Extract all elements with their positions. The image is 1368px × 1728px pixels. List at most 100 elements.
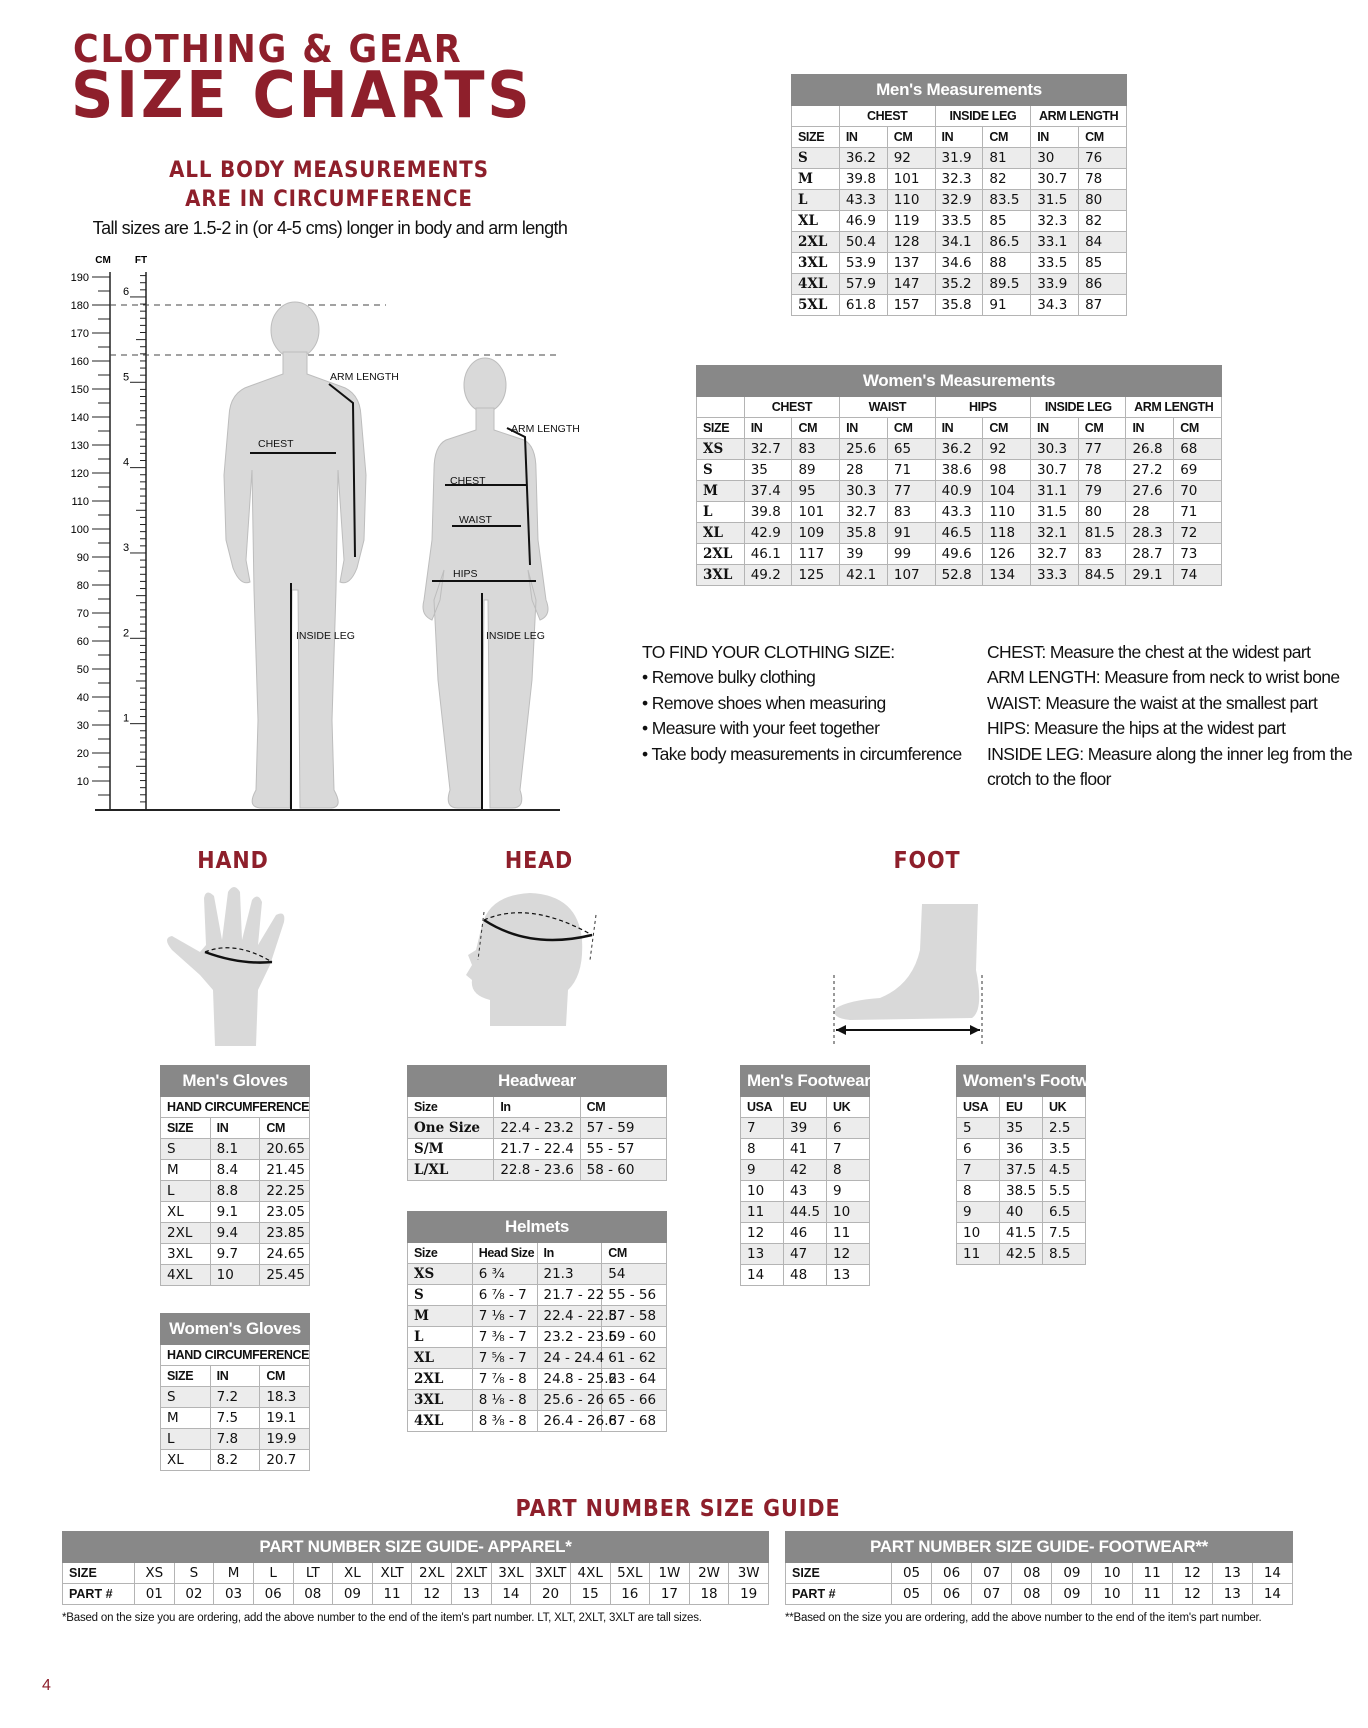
table-cell: 5.5 <box>1042 1180 1086 1202</box>
table-cell: 7.5 <box>1042 1222 1086 1244</box>
table-subtitle-row: HAND CIRCUMFERENCE <box>160 1096 310 1118</box>
row-label-cell: 12 <box>740 1222 784 1244</box>
column-header: IN <box>1030 417 1079 439</box>
table-cell: 11 <box>826 1222 870 1244</box>
table-cell: 33.3 <box>1030 564 1079 586</box>
table-cell: 91 <box>982 294 1032 316</box>
table-cell: 125 <box>791 564 841 586</box>
row-label-cell: L/XL <box>406 1159 495 1181</box>
cm-tick-label: 150 <box>71 384 89 396</box>
table-cell: 61.8 <box>838 294 888 316</box>
table-cell: 32.7 <box>1030 543 1079 565</box>
table-cell: 98 <box>982 459 1032 481</box>
table-cell: 42.9 <box>743 522 793 544</box>
table-cell: 31.5 <box>1030 189 1080 211</box>
row-label-cell: S/M <box>406 1138 495 1160</box>
row-label-cell: 14 <box>740 1264 784 1286</box>
men-arm-length-line <box>328 383 356 558</box>
table-row: XL 8.2 20.7 <box>160 1449 310 1471</box>
table-cell: 36 <box>999 1138 1043 1160</box>
table-cell: 65 <box>886 438 936 460</box>
column-header-row: SIZE IN CM IN CM IN CM IN CM IN CM <box>696 417 1222 439</box>
table-cell: 36.2 <box>838 147 888 169</box>
row-label-cell: 2XL <box>696 543 745 565</box>
table-cell: 35.8 <box>934 294 984 316</box>
row-label-cell: SIZE <box>785 1562 892 1584</box>
table-row: L 8.8 22.25 <box>160 1180 310 1202</box>
table-cell: 57 - 59 <box>579 1117 668 1139</box>
ft-tick-label: 4 <box>123 457 129 469</box>
column-group-row: CHEST INSIDE LEG ARM LENGTH <box>791 105 1127 127</box>
row-label-cell: 3XL <box>791 252 840 274</box>
row-label-cell: S <box>160 1386 211 1408</box>
table-title: Women's Gloves <box>160 1313 310 1345</box>
row-label-cell: 11 <box>740 1201 784 1223</box>
table-cell: 06 <box>252 1583 294 1605</box>
table-title: PART NUMBER SIZE GUIDE- APPAREL* <box>62 1531 769 1563</box>
table-cell: XL <box>332 1562 373 1584</box>
table-cell: 32.7 <box>743 438 793 460</box>
table-cell: XS <box>134 1562 175 1584</box>
table-row: 2XL 46.1 117 39 99 49.6 126 32.7 83 28.7 73 <box>696 543 1222 565</box>
table-row: 10 41.5 7.5 <box>956 1222 1086 1244</box>
table-cell: 21.3 <box>536 1263 603 1285</box>
cm-tick-label: 110 <box>71 496 89 508</box>
part-number-footwear-table: PART NUMBER SIZE GUIDE- FOOTWEAR** SIZE 05… <box>785 1531 1294 1605</box>
row-label-cell: 7 <box>740 1117 784 1139</box>
table-cell: 6 <box>826 1117 870 1139</box>
column-header: UK <box>826 1096 870 1118</box>
row-label-cell: L <box>160 1180 211 1202</box>
table-cell: 109 <box>791 522 841 544</box>
row-label-cell: M <box>696 480 745 502</box>
table-cell: 12 <box>1171 1583 1213 1605</box>
instruction-item: • Remove bulky clothing <box>642 667 816 688</box>
table-cell: 77 <box>1077 438 1127 460</box>
table-cell: 8 <box>826 1159 870 1181</box>
table-cell: 6 ³⁄₄ <box>471 1263 538 1285</box>
table-row: 5 35 2.5 <box>956 1117 1086 1139</box>
column-header: IN <box>743 417 793 439</box>
table-cell: 24.8 - 25.2 <box>536 1368 617 1390</box>
table-cell: 32.7 <box>839 501 888 523</box>
table-cell: 83.5 <box>982 189 1032 211</box>
table-cell: 68 <box>1173 438 1222 460</box>
apparel-footnote: *Based on the size you are ordering, add… <box>62 1612 702 1624</box>
table-cell: 25.6 - 26 <box>536 1389 604 1411</box>
measurement-definitions: CHEST: Measure the chest at the widest p… <box>987 640 1362 792</box>
table-cell: 9 <box>826 1180 870 1202</box>
table-cell: 24.65 <box>259 1243 310 1265</box>
row-label-cell: M <box>407 1305 473 1327</box>
table-cell: 126 <box>982 543 1032 565</box>
hand-heading: HAND <box>197 848 269 874</box>
table-cell: 40.9 <box>934 480 984 502</box>
table-title: Men's Footwear <box>740 1065 871 1097</box>
column-header: CM <box>579 1096 668 1118</box>
cm-tick-label: 100 <box>71 524 89 536</box>
table-cell: 08 <box>1011 1562 1053 1584</box>
table-cell: 7 ⁷⁄₈ - 8 <box>471 1368 538 1390</box>
table-title: PART NUMBER SIZE GUIDE- FOOTWEAR** <box>785 1531 1293 1563</box>
table-row: SIZE 05 06 07 08 09 10 11 12 13 14 <box>785 1562 1294 1584</box>
table-cell: 19.9 <box>259 1428 310 1450</box>
table-cell: 10 <box>209 1264 261 1286</box>
table-cell: 29.1 <box>1125 564 1175 586</box>
table-cell: 85 <box>1078 252 1127 274</box>
column-header: CM <box>601 1242 667 1264</box>
table-subtitle-row: HAND CIRCUMFERENCE <box>160 1344 310 1366</box>
women-hips-label: HIPS <box>453 568 478 580</box>
female-figure <box>422 357 549 809</box>
table-cell: 33.9 <box>1030 273 1080 295</box>
ft-tick-label: 2 <box>123 627 129 639</box>
column-header: CM <box>1077 417 1127 439</box>
table-cell: 6.5 <box>1042 1201 1086 1223</box>
table-cell: 57 - 58 <box>601 1305 667 1327</box>
womens-measurements-table: Women's Measurements CHEST WAIST HIPS INSIDE… <box>696 365 1222 586</box>
table-cell: 30 <box>1030 147 1080 169</box>
table-row: 4XL 10 25.45 <box>160 1264 310 1286</box>
table-cell: 06 <box>931 1583 973 1605</box>
tall-sizes-note: Tall sizes are 1.5-2 in (or 4-5 cms) lon… <box>92 218 568 238</box>
table-cell: 39 <box>783 1117 827 1139</box>
column-header-row: SIZE IN CM <box>160 1365 310 1387</box>
table-cell: 21.7 - 22.4 <box>493 1138 581 1160</box>
table-cell: 59 - 60 <box>601 1326 667 1348</box>
